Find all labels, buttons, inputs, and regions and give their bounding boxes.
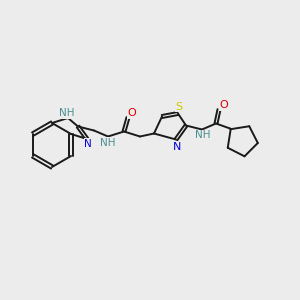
Text: NH: NH bbox=[59, 108, 75, 118]
Text: N: N bbox=[173, 142, 181, 152]
Text: O: O bbox=[220, 100, 228, 110]
Text: NH: NH bbox=[100, 137, 116, 148]
Text: NH: NH bbox=[195, 130, 211, 140]
Text: N: N bbox=[84, 139, 92, 149]
Text: O: O bbox=[128, 109, 136, 118]
Text: S: S bbox=[176, 101, 183, 112]
